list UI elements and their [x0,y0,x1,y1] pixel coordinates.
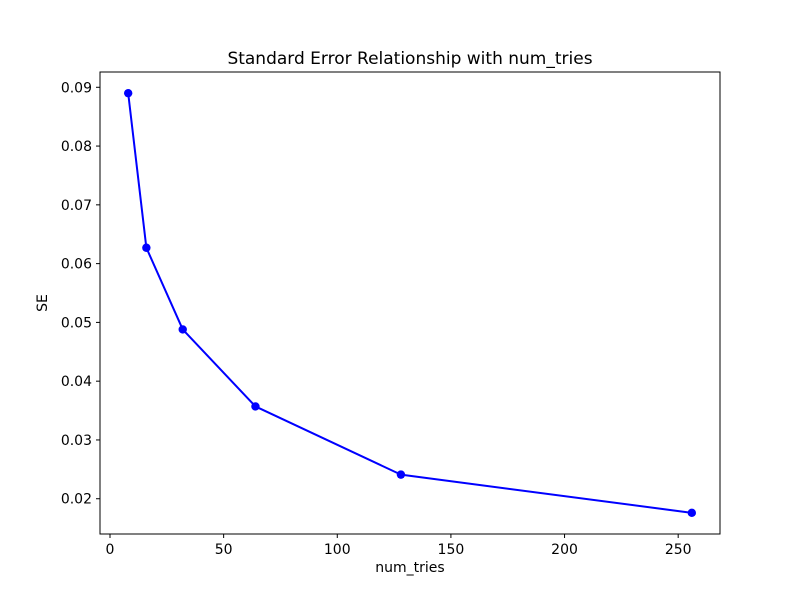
x-tick-label: 200 [551,542,578,558]
x-tick-label: 250 [665,542,692,558]
data-point-marker [123,88,133,98]
data-point-marker [178,325,187,334]
data-point-marker [396,470,406,479]
y-axis: 0.02 0.03 0.04 0.05 0.06 0.07 0.08 0.09 [61,80,100,508]
data-point-marker [687,508,697,518]
x-tick-label: 150 [438,542,465,558]
y-tick-label: 0.08 [61,139,92,155]
y-tick-label: 0.07 [61,198,92,214]
y-tick-label: 0.02 [61,492,92,508]
x-tick-label: 50 [215,542,233,558]
x-axis: 0 50 100 150 200 250 [106,534,692,558]
y-tick-label: 0.04 [61,374,92,390]
se-line [127,93,692,514]
x-tick-label: 100 [324,542,351,558]
data-point-marker [142,243,151,252]
data-point-marker [251,402,260,411]
y-tick-label: 0.06 [61,257,92,273]
x-axis-label: num_tries [375,560,444,576]
x-tick-label: 0 [106,542,115,558]
data-series [123,88,697,518]
y-tick-label: 0.09 [61,80,92,96]
plot-area [99,71,721,535]
y-tick-label: 0.05 [61,315,92,331]
y-tick-label: 0.03 [61,433,92,449]
y-axis-label: SE [35,294,51,312]
chart-title: Standard Error Relationship with num_tri… [227,49,592,69]
